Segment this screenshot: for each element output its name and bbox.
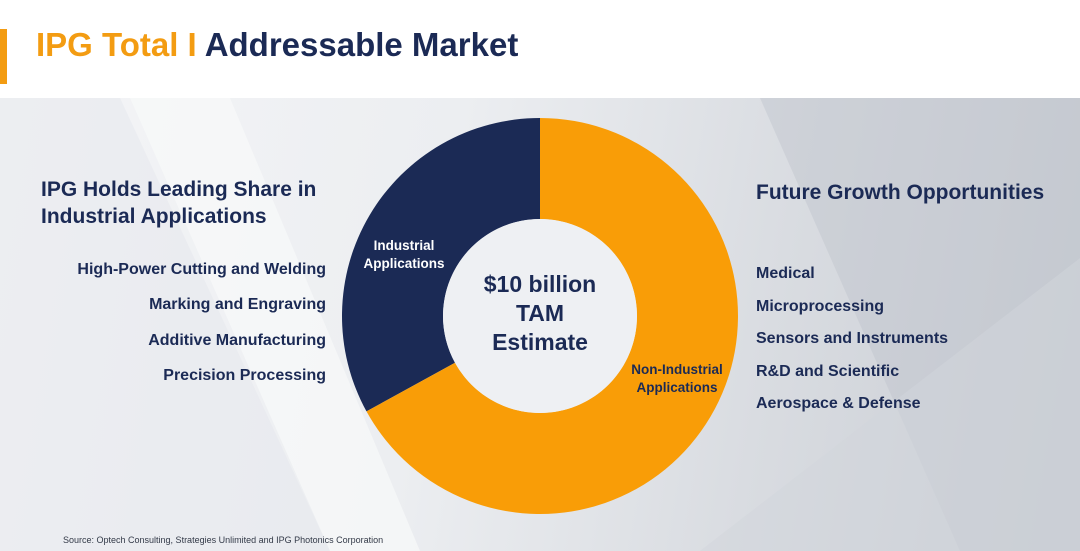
list-item: Aerospace & Defense xyxy=(756,395,921,412)
list-item: R&D and Scientific xyxy=(756,362,900,380)
slice-label-industrial-line-2: Applications xyxy=(363,256,444,271)
industrial-applications-list: High-Power Cutting and Welding Marking a… xyxy=(20,258,326,399)
slice-label-non-industrial-line-2: Applications xyxy=(636,380,717,395)
slice-non-industrial-applications xyxy=(366,118,738,514)
title-prefix: IPG Total I xyxy=(36,26,197,63)
list-item: Microprocessing xyxy=(756,297,885,315)
slice-industrial-applications xyxy=(341,118,540,412)
left-heading: IPG Holds Leading Share in Industrial Ap… xyxy=(41,178,317,228)
source-note: Source: Optech Consulting, Strategies Un… xyxy=(63,535,384,545)
title-main: Addressable Market xyxy=(204,26,519,63)
list-item: Medical xyxy=(756,265,815,282)
slide-header: IPG Total I Addressable Market xyxy=(0,0,1080,98)
right-heading: Future Growth Opportunities xyxy=(756,181,1045,204)
center-label-line-2: TAM xyxy=(516,300,564,326)
list-item: Marking and Engraving xyxy=(149,296,326,314)
accent-bar xyxy=(0,29,7,84)
growth-opportunities-list: Medical Microprocessing Sensors and Inst… xyxy=(756,262,1056,425)
slice-label-industrial-line-1: Industrial xyxy=(374,238,435,253)
list-item: Sensors and Instruments xyxy=(756,330,949,347)
center-label-line-1: $10 billion xyxy=(484,271,596,297)
slide-title: IPG Total I Addressable Market xyxy=(36,26,518,64)
list-item: High-Power Cutting and Welding xyxy=(77,261,326,278)
slice-label-non-industrial-line-1: Non-Industrial xyxy=(631,362,723,377)
list-item: Precision Processing xyxy=(163,366,326,384)
background-decor xyxy=(0,98,1080,551)
list-item: Additive Manufacturing xyxy=(148,331,326,349)
donut-center xyxy=(443,219,637,413)
center-label-line-3: Estimate xyxy=(492,329,588,355)
